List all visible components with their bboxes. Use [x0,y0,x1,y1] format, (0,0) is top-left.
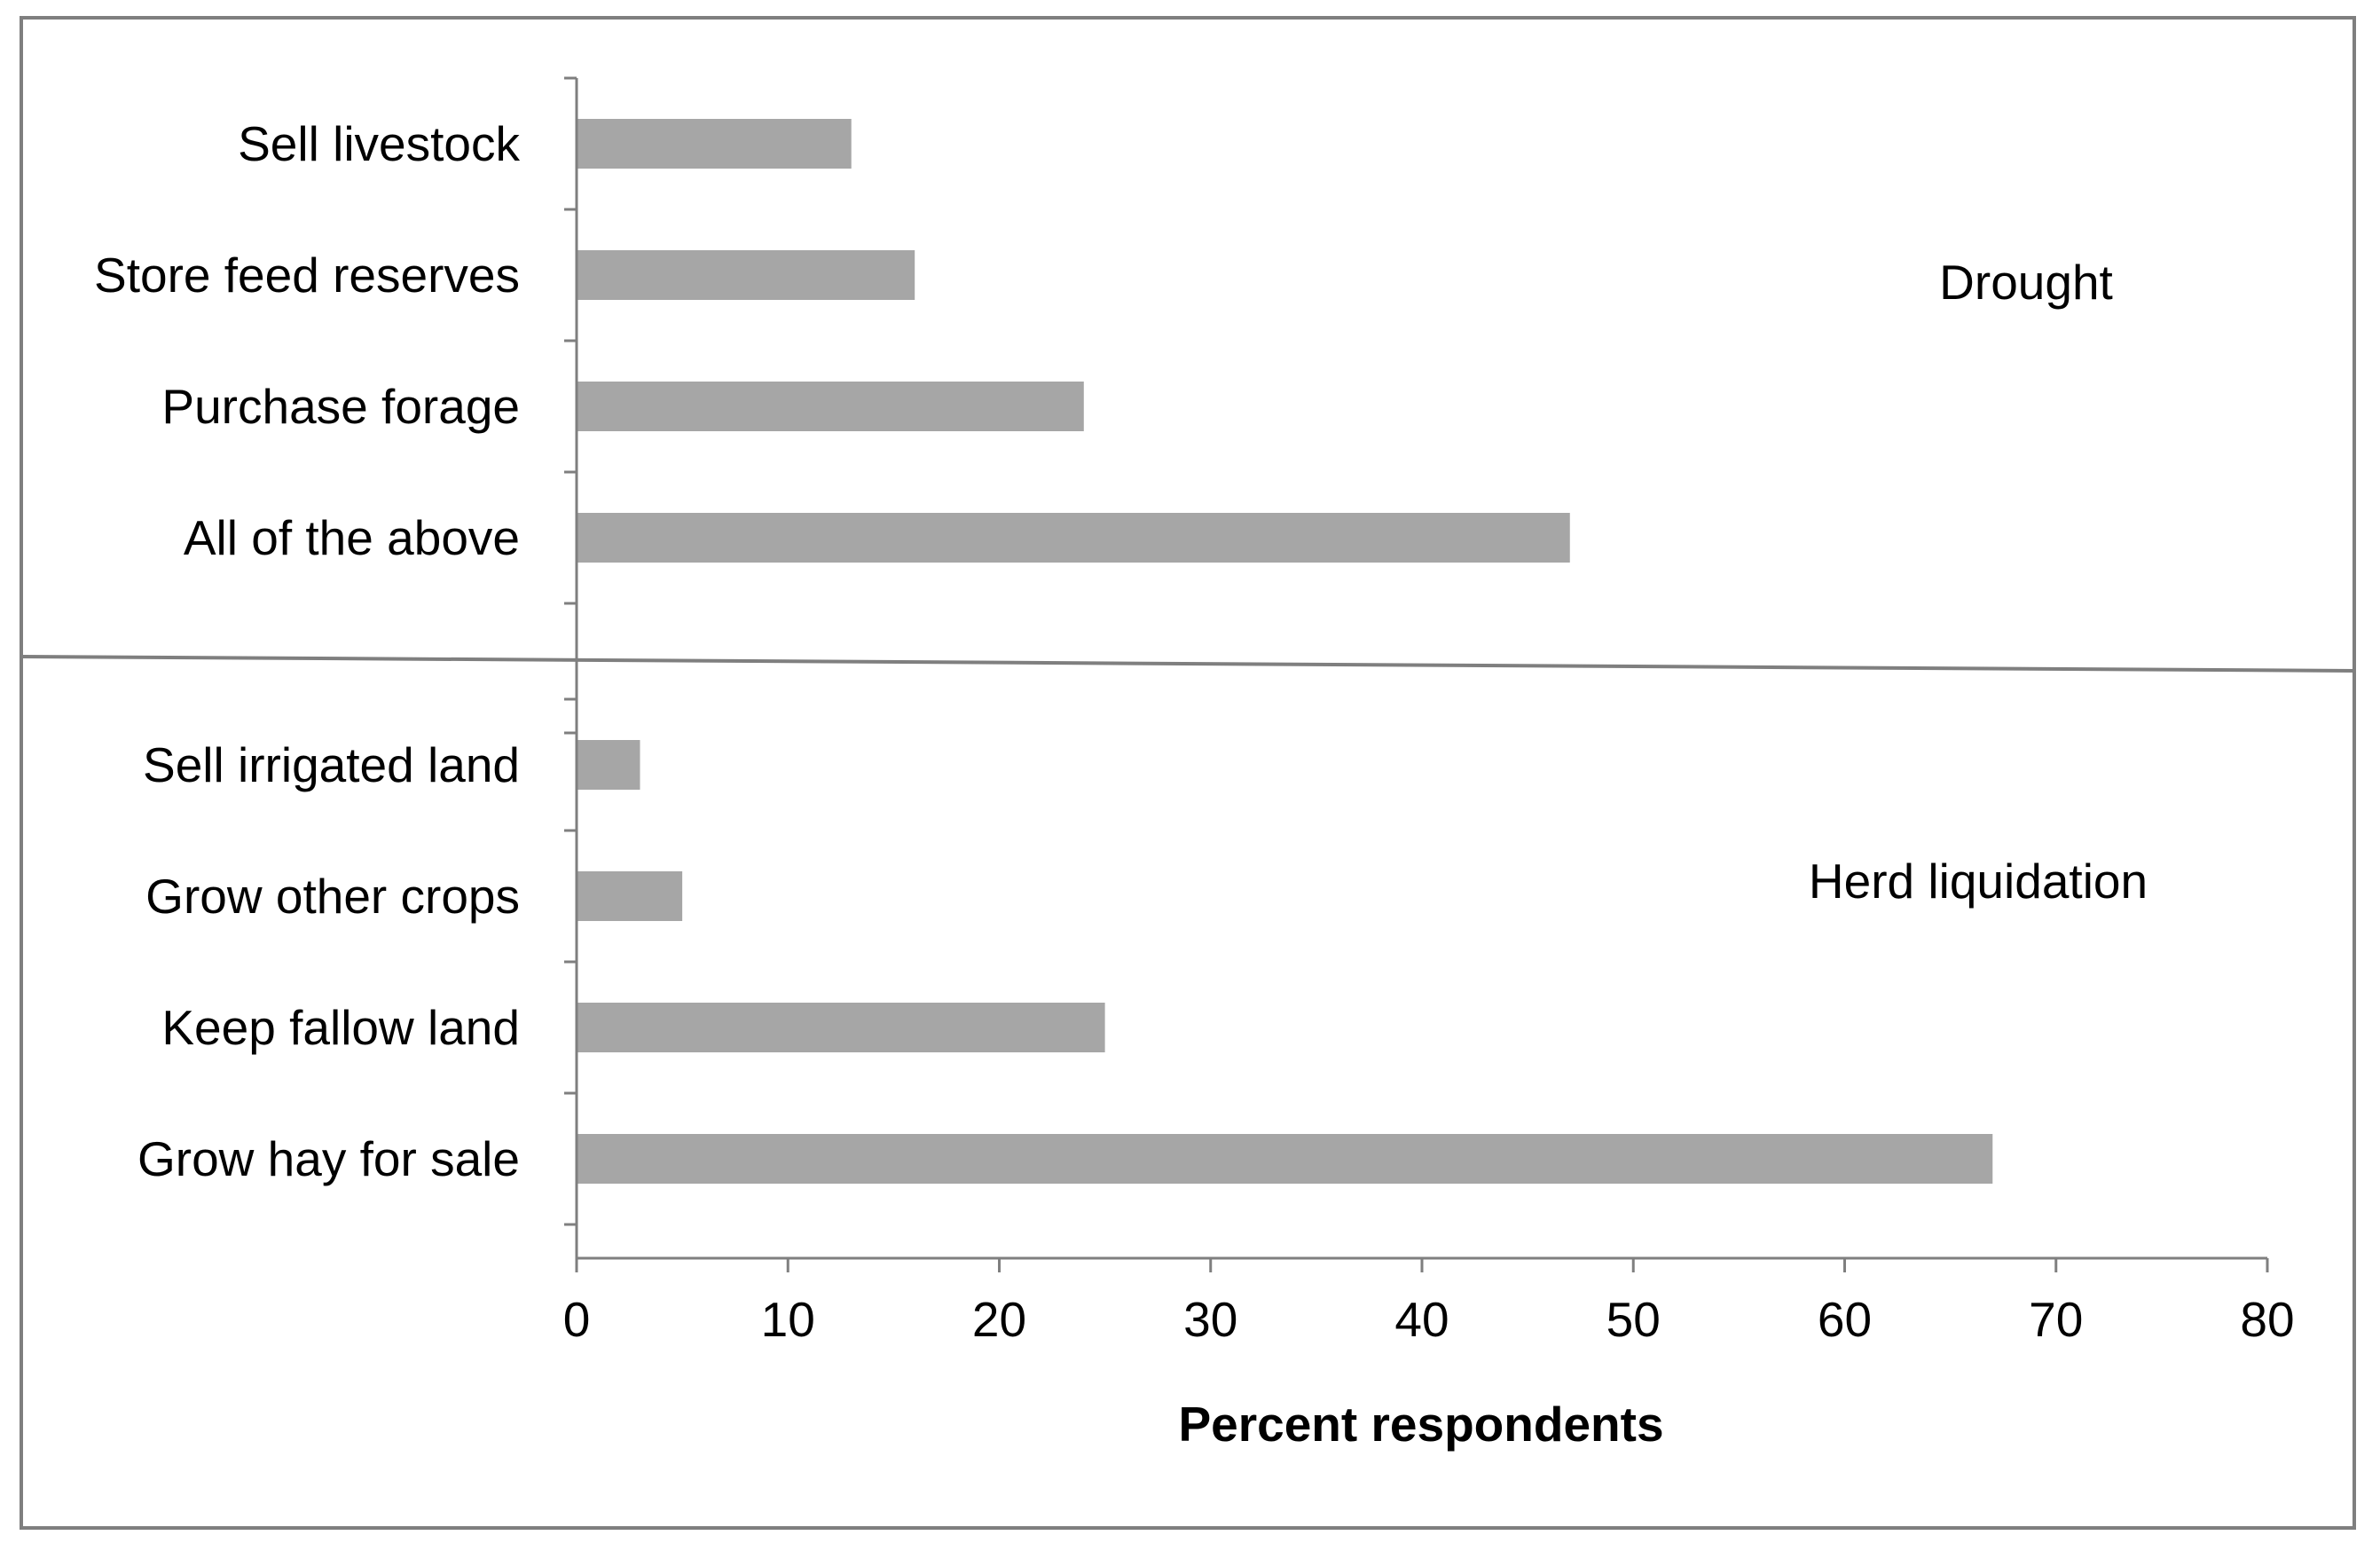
category-label: All of the above [184,510,520,565]
category-label: Store feed reserves [94,248,520,303]
category-label: Keep fallow land [161,1000,520,1055]
x-tick-label: 10 [761,1292,815,1347]
bar-keep-fallow-land [577,1003,1105,1052]
bar-purchase-forage [577,382,1084,431]
x-tick-label: 70 [2029,1292,2083,1347]
bar-store-feed-reserves [577,250,915,300]
x-tick-label: 80 [2240,1292,2294,1347]
chart-frame [20,16,2356,1530]
x-tick-label: 50 [1606,1292,1661,1347]
x-tick-label: 0 [563,1292,591,1347]
x-axis-title: Percent respondents [1178,1397,1663,1452]
category-label: Purchase forage [161,379,520,434]
bar-sell-livestock [577,119,852,169]
category-label: Sell irrigated land [143,737,520,792]
bar-all-of-the-above [577,513,1570,563]
x-tick-label: 60 [1818,1292,1872,1347]
x-tick-label: 30 [1183,1292,1237,1347]
bar-grow-other-crops [577,871,683,921]
category-label: Grow hay for sale [137,1131,520,1186]
panel-label-herd-liquidation: Herd liquidation [1809,854,2148,909]
panel-divider [22,655,2357,673]
bar-sell-irrigated-land [577,740,640,790]
category-label: Sell livestock [238,116,520,171]
category-label: Grow other crops [145,869,520,924]
panel-label-drought: Drought [1939,255,2113,310]
x-tick-label: 40 [1394,1292,1449,1347]
x-tick-label: 20 [972,1292,1026,1347]
bar-grow-hay-for-sale [577,1134,1993,1184]
